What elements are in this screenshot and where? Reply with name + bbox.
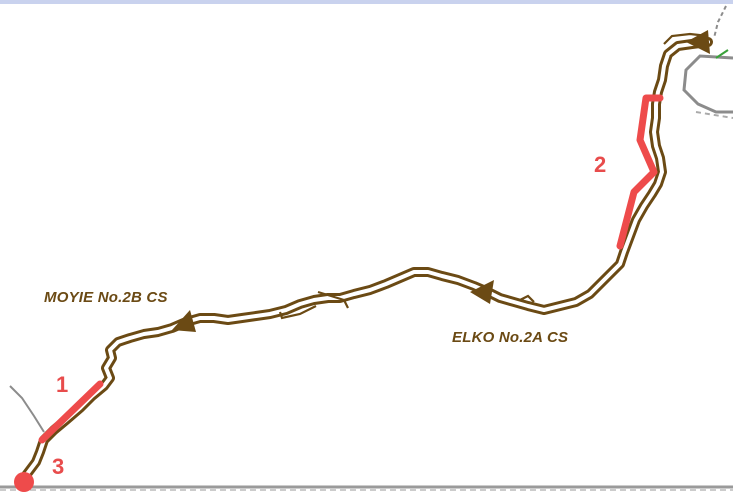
road-top-right <box>713 5 727 39</box>
highlight-segment-1 <box>38 380 104 444</box>
location-marker-icon[interactable] <box>14 472 34 492</box>
pipeline-route <box>19 32 713 483</box>
flow-arrows <box>172 30 710 332</box>
segment-label-3: 3 <box>52 454 65 479</box>
station-label-text: ELKO No.2A CS <box>452 329 569 346</box>
road-layer <box>0 5 733 491</box>
highlight-segment-2 <box>616 94 664 250</box>
segment-label-1: 1 <box>56 372 69 397</box>
segment-label-2: 2 <box>594 152 607 177</box>
flow-direction-arrow-icon <box>470 280 494 304</box>
flow-direction-arrow-icon <box>172 310 196 332</box>
top-border-band <box>0 0 733 4</box>
highlight-layer <box>38 94 664 444</box>
stream-green <box>715 49 729 59</box>
road-northeast <box>682 54 733 114</box>
pipeline-main <box>19 37 713 483</box>
station-label-elko: ELKO No.2A CS <box>452 329 568 346</box>
pipeline-spur-a <box>278 305 317 320</box>
road-northeast-dash <box>695 111 733 119</box>
pipeline-spur-c <box>519 294 535 303</box>
station-label-moyie: MOYIE No.2B CS <box>44 289 168 306</box>
pipeline-spur-b <box>317 290 349 309</box>
pipeline-main-core <box>22 40 710 480</box>
station-label-text: MOYIE No.2B CS <box>44 289 168 306</box>
flow-direction-arrow-icon <box>686 30 710 54</box>
road-southwest <box>9 385 45 433</box>
